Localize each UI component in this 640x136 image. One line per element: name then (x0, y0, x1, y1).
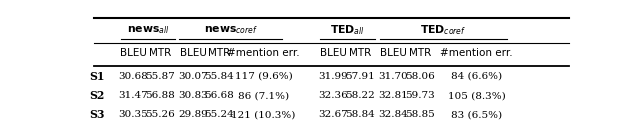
Text: 58.85: 58.85 (405, 110, 435, 119)
Text: 56.88: 56.88 (145, 91, 175, 100)
Text: 57.91: 57.91 (345, 72, 374, 81)
Text: 117 (9.6%): 117 (9.6%) (235, 72, 292, 81)
Text: 58.84: 58.84 (345, 110, 374, 119)
Text: #mention err.: #mention err. (440, 49, 513, 58)
Text: S3: S3 (89, 109, 104, 120)
Text: 86 (7.1%): 86 (7.1%) (238, 91, 289, 100)
Text: $\mathbf{TED}$$_{\mathit{all}}$: $\mathbf{TED}$$_{\mathit{all}}$ (330, 24, 365, 37)
Text: BLEU: BLEU (180, 49, 207, 58)
Text: 32.81: 32.81 (379, 91, 408, 100)
Text: 30.83: 30.83 (178, 91, 208, 100)
Text: 32.67: 32.67 (318, 110, 348, 119)
Text: 31.47: 31.47 (118, 91, 148, 100)
Text: 56.68: 56.68 (204, 91, 234, 100)
Text: BLEU: BLEU (120, 49, 147, 58)
Text: MTR: MTR (349, 49, 371, 58)
Text: 32.84: 32.84 (379, 110, 408, 119)
Text: $\mathbf{TED}$$_{\mathit{coref}}$: $\mathbf{TED}$$_{\mathit{coref}}$ (420, 24, 466, 37)
Text: 58.22: 58.22 (345, 91, 374, 100)
Text: BLEU: BLEU (380, 49, 407, 58)
Text: 121 (10.3%): 121 (10.3%) (231, 110, 296, 119)
Text: S2: S2 (89, 90, 104, 101)
Text: 58.06: 58.06 (405, 72, 435, 81)
Text: $\mathbf{news}$$_{\mathit{coref}}$: $\mathbf{news}$$_{\mathit{coref}}$ (204, 25, 258, 36)
Text: 30.68: 30.68 (118, 72, 148, 81)
Text: 83 (6.5%): 83 (6.5%) (451, 110, 502, 119)
Text: 32.36: 32.36 (318, 91, 348, 100)
Text: 30.35: 30.35 (118, 110, 148, 119)
Text: 31.70: 31.70 (379, 72, 408, 81)
Text: #mention err.: #mention err. (227, 49, 300, 58)
Text: $\mathbf{news}$$_{\mathit{all}}$: $\mathbf{news}$$_{\mathit{all}}$ (127, 25, 169, 36)
Text: 31.99: 31.99 (318, 72, 348, 81)
Text: MTR: MTR (208, 49, 230, 58)
Text: BLEU: BLEU (319, 49, 346, 58)
Text: MTR: MTR (149, 49, 172, 58)
Text: 55.26: 55.26 (145, 110, 175, 119)
Text: 55.87: 55.87 (145, 72, 175, 81)
Text: MTR: MTR (409, 49, 431, 58)
Text: 30.07: 30.07 (178, 72, 208, 81)
Text: 59.73: 59.73 (405, 91, 435, 100)
Text: 84 (6.6%): 84 (6.6%) (451, 72, 502, 81)
Text: 105 (8.3%): 105 (8.3%) (448, 91, 506, 100)
Text: 29.89: 29.89 (178, 110, 208, 119)
Text: 55.24: 55.24 (204, 110, 234, 119)
Text: 55.84: 55.84 (204, 72, 234, 81)
Text: S1: S1 (89, 70, 104, 81)
